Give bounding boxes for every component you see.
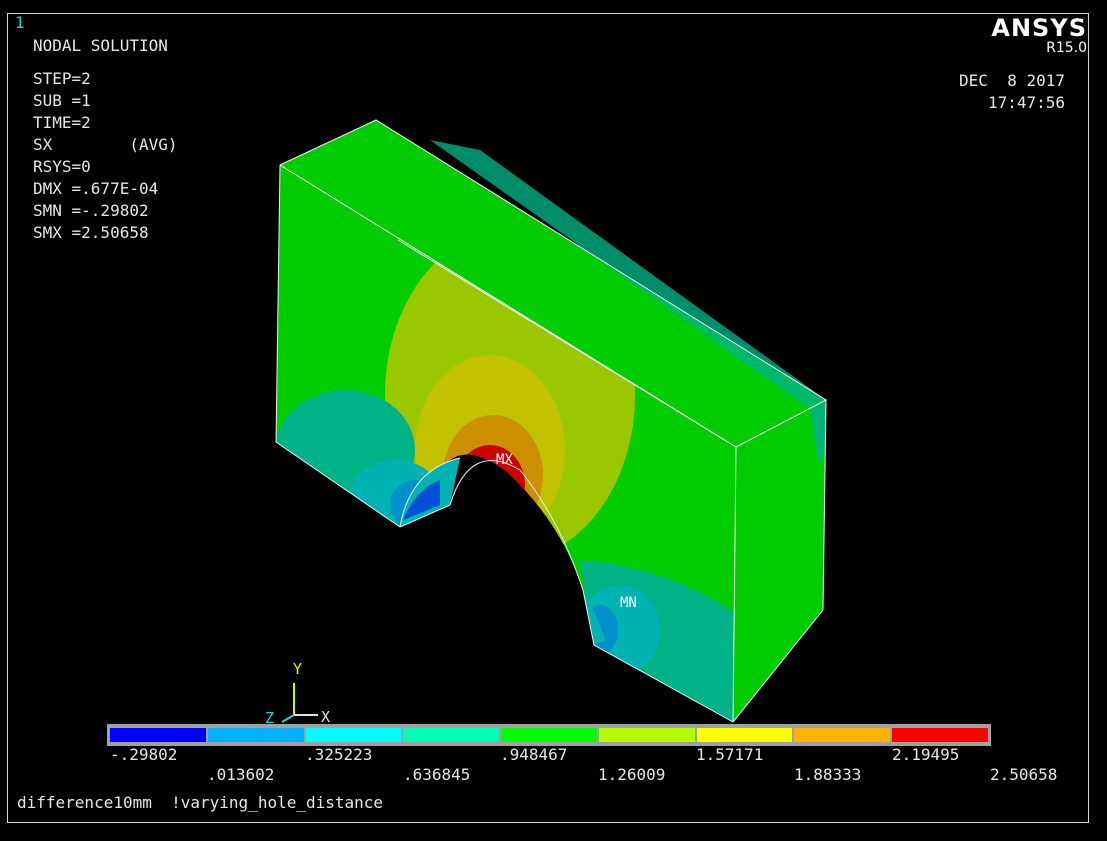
top-face [280,120,826,447]
coordinate-triad [281,683,318,723]
triad-x-label: X [321,708,331,726]
plot-date: DEC 8 2017 [959,71,1065,90]
legend-color-swatch [598,728,695,742]
legend-value-label: 1.57171 [696,745,764,764]
legend-value-label: .325223 [305,745,373,764]
parameter-line: SMX =2.50658 [33,223,149,242]
max-stress-marker: MX [496,452,513,468]
right-face [733,400,826,722]
parameter-line: SUB =1 [33,91,91,110]
legend-value-label: 2.19495 [892,745,960,764]
legend-color-swatch [207,728,304,742]
legend-value-label: 2.50658 [990,765,1058,784]
parameter-line: STEP=2 [33,69,91,88]
parameter-line: SMN =-.29802 [33,201,149,220]
triad-y-label: Y [293,660,303,678]
plot-title: NODAL SOLUTION [33,36,168,55]
legend-color-swatch [501,728,597,742]
legend-value-label: 1.88333 [794,765,862,784]
plot-time: 17:47:56 [987,93,1065,112]
plot-subtitle: difference10mm !varying_hole_distance [17,793,384,812]
top-face-edge-band [430,140,826,410]
legend-value-label: 1.26009 [598,765,666,784]
contour-legend-bar [107,724,991,746]
legend-value-label: .013602 [207,765,275,784]
window-number: 1 [15,13,25,32]
triad-z-label: Z [265,709,275,727]
ansys-logo: ANSYS [991,14,1087,42]
legend-color-swatch [892,728,989,742]
parameter-line: RSYS=0 [33,157,91,176]
hole-edge [583,590,605,645]
legend-value-label: -.29802 [110,745,178,764]
legend-color-swatch [403,728,500,742]
legend-color-swatch [794,728,891,742]
parameter-line: DMX =.677E-04 [33,179,159,198]
parameter-line: SX (AVG) [33,135,178,154]
version-label: R15.0 [1046,40,1087,56]
min-stress-marker: MN [620,595,637,611]
legend-value-label: .636845 [403,765,471,784]
hole-min-region [403,480,440,520]
legend-color-swatch [305,728,402,742]
model-edges [275,119,828,723]
legend-color-swatch [696,728,793,742]
legend-value-label: .948467 [500,745,568,764]
parameter-line: TIME=2 [33,113,91,132]
legend-color-swatch [110,728,206,742]
graphics-window-frame [7,13,1089,823]
right-face-band [810,400,826,460]
